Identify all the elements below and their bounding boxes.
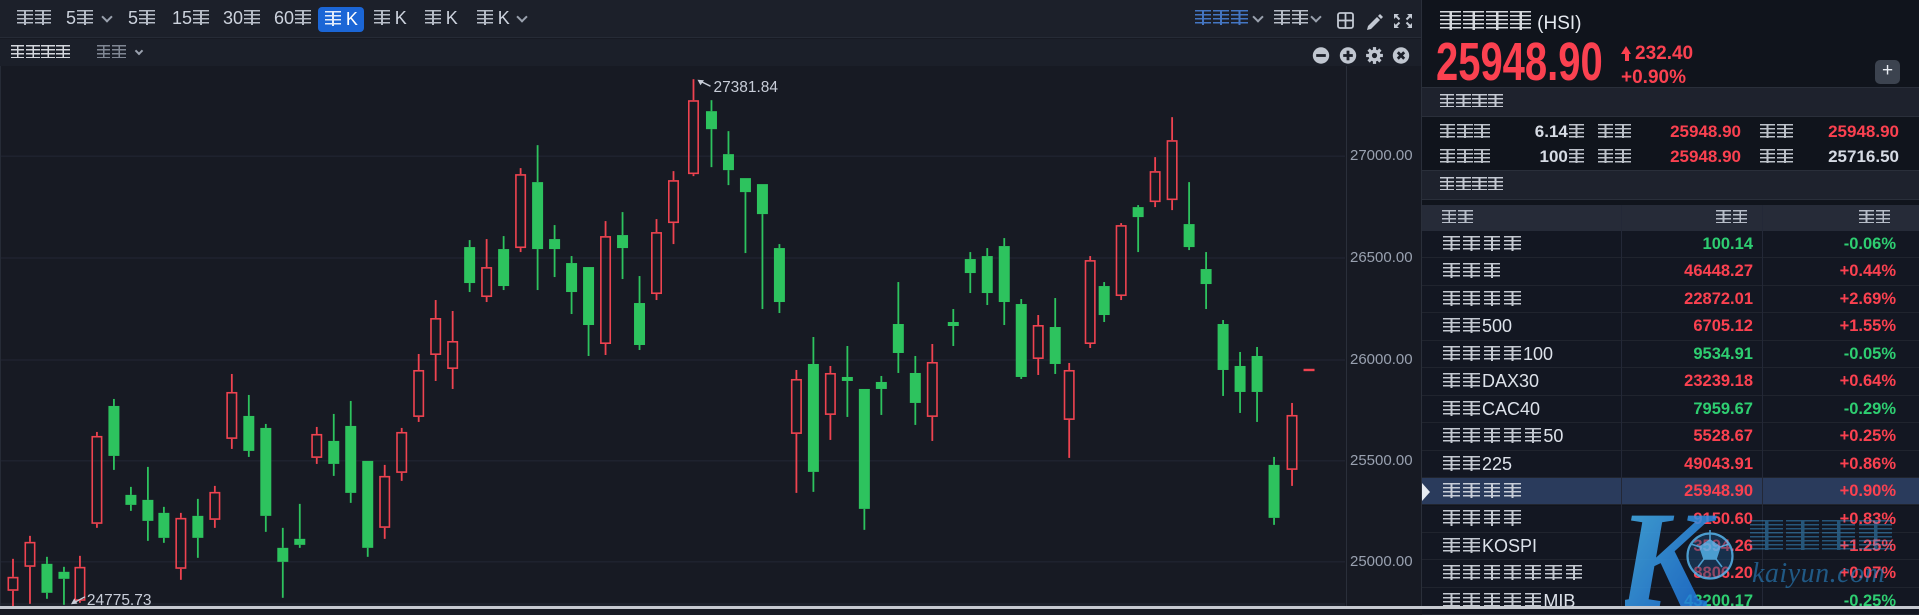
- svg-text:24775.73: 24775.73: [87, 592, 152, 609]
- svg-text:27381.84: 27381.84: [713, 79, 778, 96]
